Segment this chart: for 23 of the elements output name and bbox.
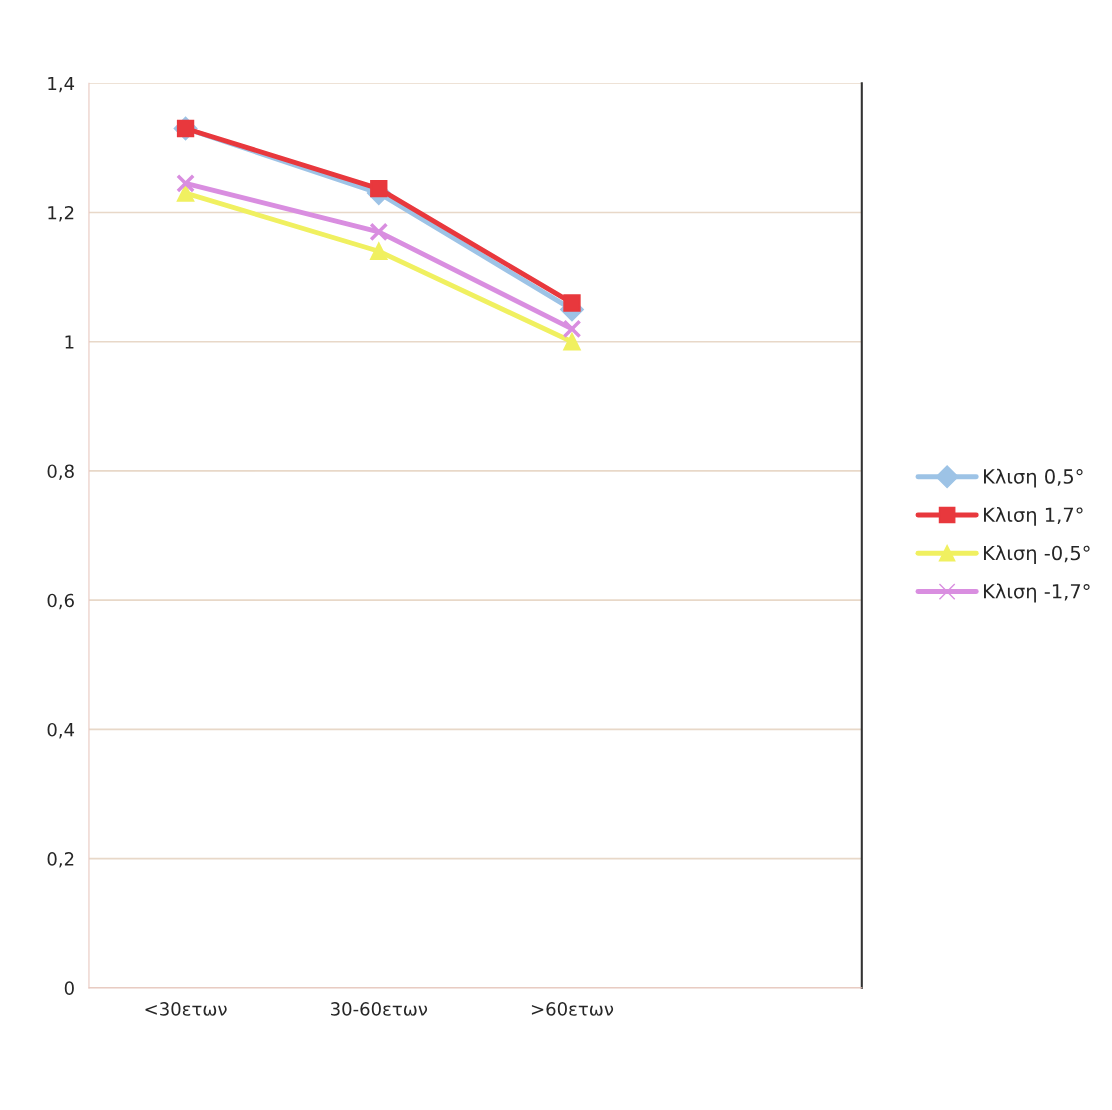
point — [562, 319, 582, 339]
y-tick-label: 1 — [65, 335, 74, 349]
y-tick-label: 0,4 — [47, 722, 75, 739]
point — [370, 242, 388, 260]
point — [176, 184, 195, 202]
legend-label: Κλιση 1,7° — [984, 507, 1083, 526]
y-tick-label: 0 — [64, 981, 74, 996]
x-tick-label: <30ετων — [145, 1002, 227, 1016]
point — [563, 333, 581, 351]
x-tick-label: >60ετων — [531, 1002, 614, 1016]
point — [370, 179, 388, 198]
legend-label: Κλιση -1,7° — [984, 583, 1090, 603]
point — [563, 294, 581, 312]
x-tick-label: 30-60ετων — [331, 1002, 428, 1016]
y-tick-label: 1,4 — [48, 76, 75, 93]
point — [176, 174, 195, 193]
y-tick-label: 0,8 — [47, 464, 74, 480]
y-tick-label: 0,2 — [47, 852, 74, 868]
legend-label: Κλιση 0,5° — [984, 468, 1083, 488]
legend-label: Κλιση -0,5° — [984, 545, 1090, 565]
point — [369, 222, 389, 242]
y-tick-label: 1,2 — [48, 205, 74, 222]
y-tick-label: 0,6 — [47, 593, 74, 610]
